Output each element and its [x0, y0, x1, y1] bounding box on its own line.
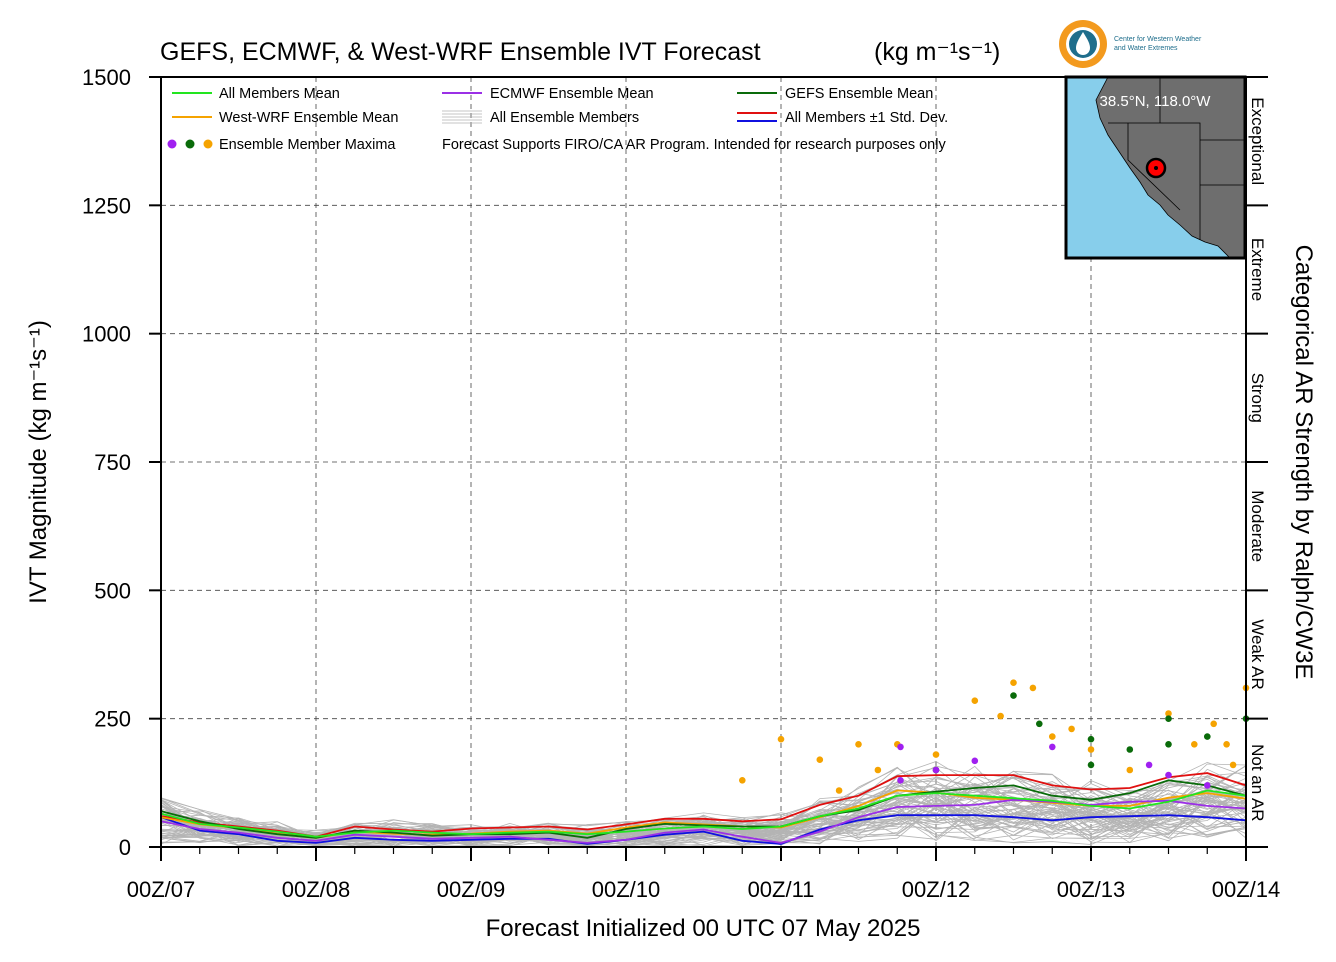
maxima-dot-west-wrf: [1126, 766, 1134, 774]
right-axis-label: Categorical AR Strength by Ralph/CW3E: [1290, 245, 1317, 680]
maxima-dot-west-wrf: [1191, 741, 1198, 748]
ensemble-member-line: [160, 765, 1247, 837]
x-tick-label: 00Z/11: [748, 877, 815, 902]
legend-label-gefs: GEFS Ensemble Mean: [785, 86, 933, 102]
legend: All Members Mean ECMWF Ensemble Mean GEF…: [167, 86, 948, 153]
maxima-dot-gefs: [1087, 735, 1095, 743]
x-tick-label: 00Z/08: [282, 877, 351, 902]
category-label: Moderate: [1248, 490, 1267, 562]
maxima-dot-west-wrf: [1049, 733, 1056, 740]
maxima-dot-west-wrf: [1210, 720, 1217, 728]
maxima-dot-gefs: [1010, 692, 1017, 699]
x-tick-label: 00Z/12: [902, 877, 971, 902]
category-label: Strong: [1248, 373, 1267, 423]
maxima-dot-west-wrf: [1010, 679, 1017, 686]
maxima-dot-gefs: [1087, 761, 1095, 769]
legend-label-westwrf: West-WRF Ensemble Mean: [219, 110, 398, 126]
x-tick-label: 00Z/09: [437, 877, 506, 902]
maxima-dot-west-wrf: [1165, 710, 1172, 717]
maxima-dot-gefs: [1165, 741, 1172, 748]
member-maxima: [739, 679, 1250, 794]
y-tick-label: 750: [94, 450, 131, 475]
legend-label-members: All Ensemble Members: [490, 110, 639, 126]
maxima-dot-west-wrf: [1229, 761, 1237, 769]
inset-coords: 38.5°N, 118.0°W: [1100, 93, 1212, 110]
chart-title-units: (kg m⁻¹s⁻¹): [874, 38, 1000, 66]
x-tick-label: 00Z/07: [127, 877, 196, 902]
legend-label-ecmwf: ECMWF Ensemble Mean: [490, 86, 654, 102]
maxima-dot-west-wrf: [855, 741, 862, 748]
state-borders: [1108, 77, 1245, 240]
legend-label-all-mean: All Members Mean: [219, 86, 340, 102]
x-axis-label: Forecast Initialized 00 UTC 07 May 2025: [486, 915, 921, 942]
x-tick-label: 00Z/10: [592, 877, 661, 902]
x-tick-label: 00Z/13: [1057, 877, 1126, 902]
ar-categories: Not an AR Weak AR Moderate Strong Extreme Exc…: [1246, 76, 1268, 848]
category-label: Weak AR: [1248, 619, 1267, 690]
y-tick-label: 1500: [82, 65, 131, 90]
legend-label-std: All Members ±1 Std. Dev.: [785, 110, 948, 126]
maxima-dot-gefs: [1204, 733, 1211, 740]
maxima-dot-west-wrf: [835, 787, 843, 794]
y-tick-label: 1250: [82, 193, 131, 218]
maxima-dot-west-wrf: [1068, 725, 1075, 733]
series-line-all-members-1-std-dev-: [160, 814, 1247, 845]
inset-map: 38.5°N, 118.0°W: [1064, 75, 1247, 260]
maxima-dot-west-wrf: [777, 735, 785, 743]
x-tick-label: 00Z/14: [1212, 877, 1281, 902]
ensemble-member-line: [160, 765, 1247, 837]
y-tick-label: 0: [119, 835, 131, 860]
legend-dot-gefs: [185, 139, 195, 149]
maxima-dot-ecmwf: [1049, 743, 1056, 751]
logo-line-2: and Water Extremes: [1114, 45, 1178, 52]
maxima-dot-ecmwf: [897, 777, 904, 784]
maxima-dot-west-wrf: [997, 712, 1004, 720]
legend-dot-ecmwf: [167, 139, 177, 149]
maxima-dot-gefs: [1036, 720, 1043, 728]
maxima-dot-ecmwf: [971, 757, 979, 765]
legend-note: Forecast Supports FIRO/CA AR Program. In…: [442, 137, 946, 153]
maxima-dot-west-wrf: [874, 766, 882, 774]
maxima-dot-ecmwf: [897, 743, 904, 751]
category-label: Extreme: [1248, 238, 1267, 301]
series-line-gefs-ensemble-mean: [160, 779, 1247, 839]
y-tick-label: 1000: [82, 322, 131, 347]
maxima-dot-ecmwf: [1165, 771, 1172, 779]
x-axis: 00Z/07 00Z/08 00Z/09 00Z/10 00Z/11 00Z/12 00Z/…: [127, 847, 1281, 902]
maxima-dot-west-wrf: [1029, 684, 1037, 692]
maxima-dot-gefs: [1165, 715, 1172, 722]
water-drop-icon: [1076, 32, 1090, 55]
legend-label-maxima: Ensemble Member Maxima: [219, 137, 396, 153]
y-tick-label: 250: [94, 707, 131, 732]
y-axis: 0 250 500 750 1000 1250 1500: [82, 65, 161, 860]
maxima-dot-west-wrf: [1223, 741, 1230, 748]
maxima-dot-west-wrf: [1087, 746, 1095, 753]
maxima-dot-gefs: [1126, 746, 1134, 753]
maxima-dot-ecmwf: [1204, 782, 1211, 789]
logo-line-1: Center for Western Weather: [1114, 36, 1202, 43]
y-tick-label: 500: [94, 578, 131, 603]
maxima-dot-ecmwf: [932, 766, 940, 774]
maxima-dot-west-wrf: [816, 756, 824, 763]
cw3e-logo: Center for Western Weather and Water Ext…: [1059, 20, 1202, 68]
category-label: Exceptional: [1248, 97, 1267, 185]
maxima-dot-west-wrf: [739, 777, 746, 784]
y-axis-label: IVT Magnitude (kg m⁻¹s⁻¹): [25, 320, 52, 604]
maxima-dot-west-wrf: [932, 751, 940, 758]
maxima-dot-west-wrf: [971, 697, 979, 704]
category-label: Not an AR: [1248, 744, 1267, 822]
legend-swatch-members: [442, 110, 482, 124]
chart-title: GEFS, ECMWF, & West-WRF Ensemble IVT For…: [160, 38, 761, 66]
series-line-all-members-mean: [160, 789, 1247, 838]
series-line-all-members-1-std-dev-: [160, 772, 1247, 838]
maxima-dot-ecmwf: [1145, 761, 1153, 769]
mean-lines: [160, 772, 1247, 845]
legend-dot-westwrf: [203, 139, 213, 149]
